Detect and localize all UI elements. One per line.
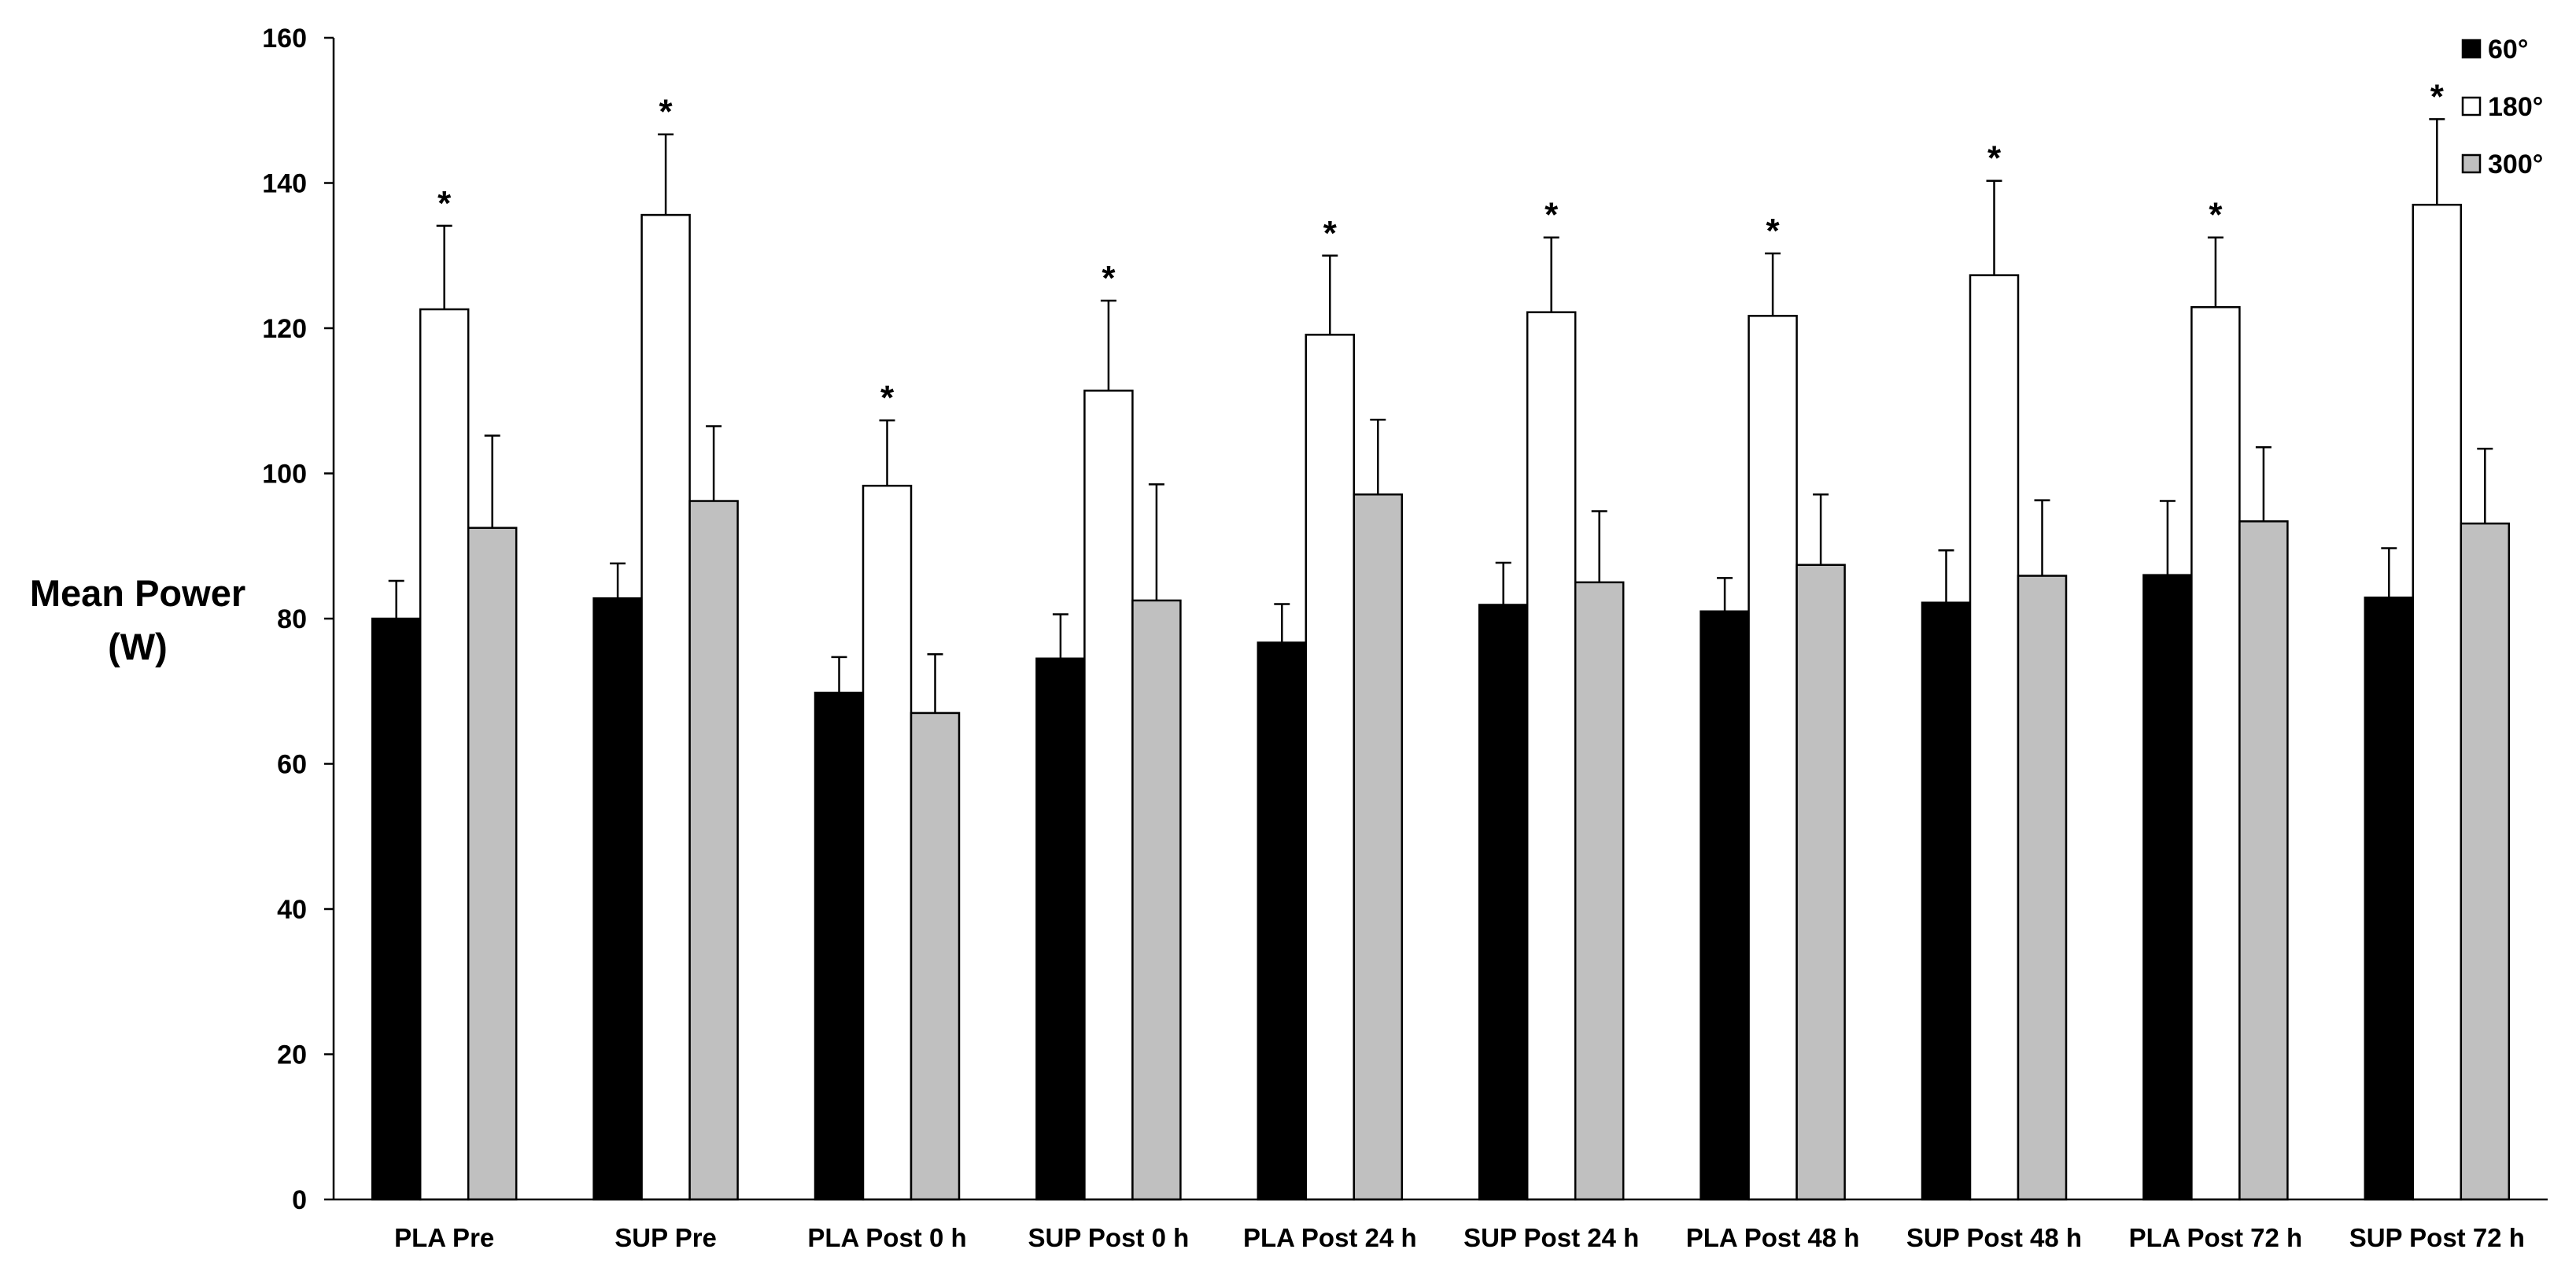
legend-label: 300°: [2488, 150, 2543, 179]
legend-label: 60°: [2488, 35, 2528, 65]
bar-180deg: [1526, 311, 1577, 1201]
y-tick-label: 120: [262, 314, 307, 344]
x-tick-label: SUP Post 0 h: [1028, 1223, 1190, 1252]
significance-marker: *: [2209, 196, 2223, 235]
x-tick-label: SUP Pre: [614, 1223, 717, 1252]
y-tick-label: 40: [277, 895, 307, 925]
y-tick-label: 80: [277, 604, 307, 634]
significance-marker: *: [1323, 214, 1338, 253]
bar-180deg: [1969, 274, 2020, 1201]
y-axis-title-line-2: (W): [108, 626, 168, 667]
bar-60deg: [1478, 604, 1529, 1201]
y-tick-label: 0: [292, 1185, 307, 1215]
bar-300deg: [910, 711, 961, 1201]
y-tick-label: 60: [277, 750, 307, 780]
bar-60deg: [2364, 596, 2415, 1201]
bar-180deg: [2190, 305, 2241, 1201]
bar-180deg: [1747, 315, 1798, 1201]
bar-300deg: [1795, 564, 1846, 1201]
legend-swatch: [2461, 153, 2482, 174]
bar-group-sup-post-24-h: *: [1478, 196, 1625, 1201]
bar-300deg: [1574, 581, 1625, 1201]
bar-group-pla-post-72-h: *: [2142, 196, 2289, 1201]
x-tick-label: PLA Post 48 h: [1686, 1223, 1860, 1252]
significance-marker: *: [1544, 196, 1559, 235]
bar-180deg: [640, 213, 691, 1201]
bar-group-pla-pre: *: [371, 184, 518, 1201]
bar-group-sup-pre: *: [592, 93, 739, 1201]
legend-label: 180°: [2488, 92, 2543, 122]
y-axis: 0 20 40 60 80 100 120 140 160: [262, 24, 335, 1215]
bar-180deg: [1083, 390, 1134, 1201]
bar-60deg: [1257, 641, 1308, 1201]
legend-item-60deg: 60°: [2461, 35, 2528, 65]
bar-group-sup-post-72-h: *: [2364, 77, 2511, 1201]
x-tick-label: SUP Post 24 h: [1463, 1223, 1639, 1252]
significance-marker: *: [1987, 139, 2002, 178]
bar-180deg: [2412, 203, 2463, 1201]
bar-300deg: [1131, 599, 1182, 1201]
bar-180deg: [862, 484, 913, 1201]
bar-300deg: [467, 527, 518, 1201]
significance-marker: *: [1766, 212, 1781, 250]
significance-marker: *: [880, 379, 895, 417]
bar-60deg: [814, 691, 865, 1201]
significance-marker: *: [659, 93, 674, 131]
bar-180deg: [419, 308, 470, 1201]
bar-300deg: [2460, 522, 2511, 1201]
x-axis: PLA Pre SUP Pre PLA Post 0 h SUP Post 0 h PL…: [334, 1198, 2548, 1252]
bar-group-sup-post-0-h: *: [1035, 259, 1182, 1201]
bar-series-group: * * * * * * * * * *: [371, 77, 2511, 1201]
bar-60deg: [592, 597, 643, 1201]
y-tick-label: 160: [262, 24, 307, 54]
y-axis-title: Mean Power (W): [30, 572, 245, 667]
bar-group-sup-post-48-h: *: [1921, 139, 2068, 1201]
x-tick-label: SUP Post 48 h: [1906, 1223, 2082, 1252]
significance-marker: *: [2430, 77, 2445, 116]
x-tick-label: PLA Post 0 h: [807, 1223, 966, 1252]
bar-300deg: [688, 500, 739, 1201]
bar-60deg: [2142, 574, 2193, 1201]
bar-60deg: [1035, 657, 1086, 1201]
bar-60deg: [1699, 610, 1750, 1201]
bar-group-pla-post-24-h: *: [1257, 214, 1404, 1201]
bar-180deg: [1305, 334, 1356, 1201]
bar-group-pla-post-48-h: *: [1699, 212, 1846, 1201]
y-tick-label: 20: [277, 1040, 307, 1070]
y-axis-title-line-1: Mean Power: [30, 572, 245, 614]
y-tick-label: 100: [262, 460, 307, 490]
x-tick-label: PLA Pre: [394, 1223, 494, 1252]
x-tick-label: SUP Post 72 h: [2349, 1223, 2525, 1252]
bar-300deg: [2238, 520, 2289, 1201]
legend-swatch: [2461, 39, 2482, 59]
legend-item-180deg: 180°: [2461, 92, 2543, 122]
bar-group-pla-post-0-h: *: [814, 379, 961, 1201]
significance-marker: *: [437, 184, 452, 223]
x-tick-label: PLA Post 24 h: [1243, 1223, 1417, 1252]
y-tick-label: 140: [262, 169, 307, 199]
legend-swatch: [2461, 96, 2482, 116]
bar-300deg: [1353, 493, 1404, 1201]
bar-300deg: [2017, 575, 2068, 1201]
legend: 60° 180° 300°: [2461, 35, 2543, 179]
significance-marker: *: [1102, 259, 1116, 298]
x-tick-label: PLA Post 72 h: [2129, 1223, 2303, 1252]
bar-60deg: [1921, 601, 1972, 1201]
bar-60deg: [371, 617, 422, 1201]
legend-item-300deg: 300°: [2461, 150, 2543, 179]
